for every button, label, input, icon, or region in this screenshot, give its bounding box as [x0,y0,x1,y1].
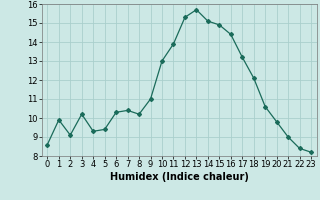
X-axis label: Humidex (Indice chaleur): Humidex (Indice chaleur) [110,172,249,182]
